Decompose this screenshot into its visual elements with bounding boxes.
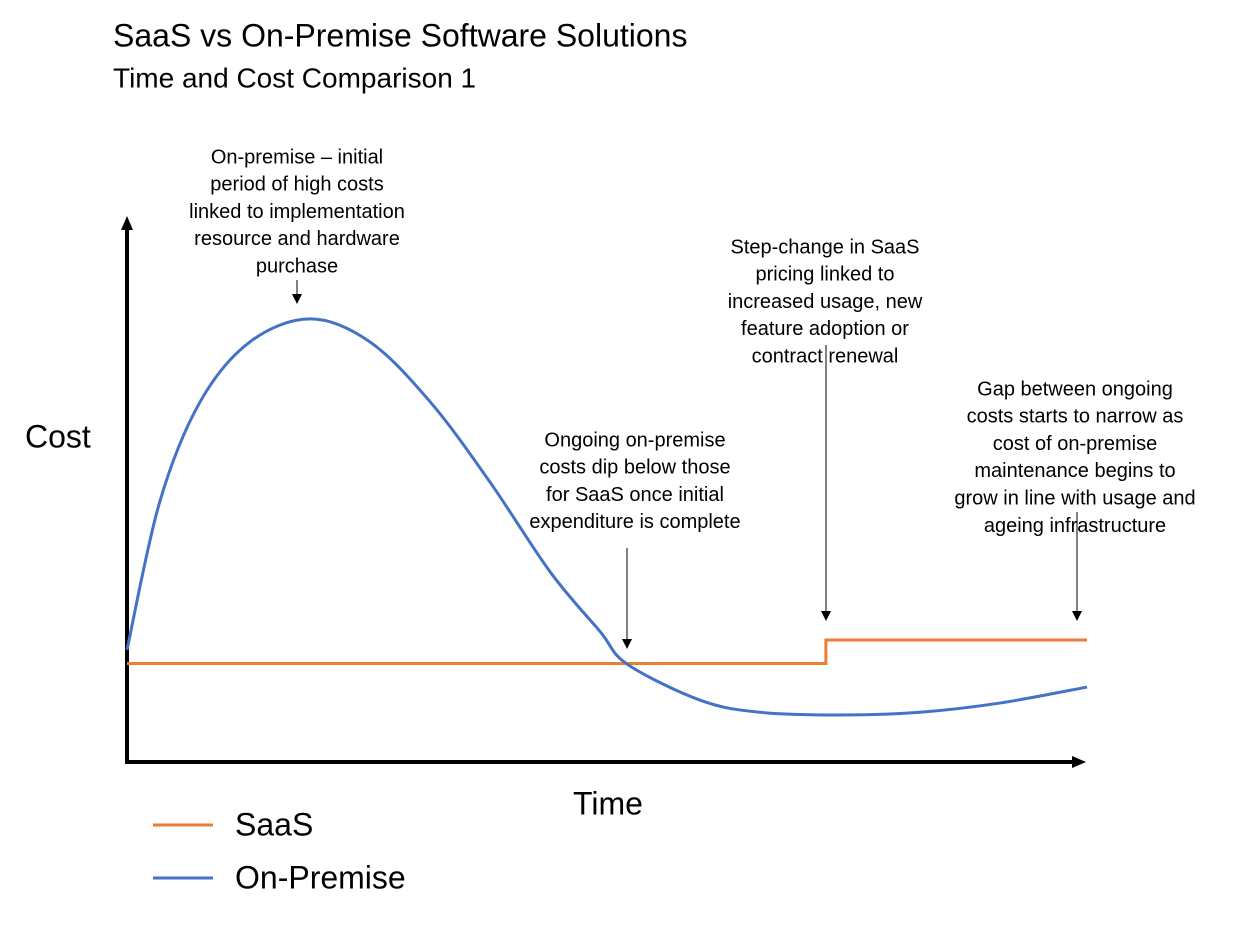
annotation-text: feature adoption or <box>741 318 909 340</box>
legend-label: On-Premise <box>235 859 406 895</box>
annotation-text: Step-change in SaaS <box>730 236 919 258</box>
annotation-text: increased usage, new <box>728 291 923 313</box>
legend-label: SaaS <box>235 806 313 842</box>
annotation-text: ageing infrastructure <box>984 515 1166 537</box>
annotation-text: expenditure is complete <box>529 511 740 533</box>
annotation-text: period of high costs <box>210 174 383 196</box>
y-axis-label: Cost <box>25 418 91 454</box>
chart-subtitle: Time and Cost Comparison 1 <box>113 62 476 93</box>
series-line <box>127 638 1087 666</box>
series-line <box>125 317 1088 717</box>
x-axis-label: Time <box>573 785 643 821</box>
annotation-text: cost of on-premise <box>993 433 1158 455</box>
annotation-text: costs starts to narrow as <box>967 406 1184 428</box>
annotation-text: linked to implementation <box>189 201 405 223</box>
annotation-text: for SaaS once initial <box>546 484 724 506</box>
annotation-text: contract renewal <box>752 345 899 367</box>
annotation-text: maintenance begins to <box>974 460 1175 482</box>
annotation-text: purchase <box>256 255 338 277</box>
annotation-text: costs dip below those <box>539 457 730 479</box>
annotation-text: Ongoing on-premise <box>544 429 725 451</box>
annotation-text: On-premise – initial <box>211 146 383 168</box>
annotation-text: pricing linked to <box>756 264 895 286</box>
annotation-text: resource and hardware <box>194 228 400 250</box>
chart-title: SaaS vs On-Premise Software Solutions <box>113 17 687 53</box>
annotation-text: Gap between ongoing <box>977 378 1173 400</box>
annotation-text: grow in line with usage and <box>954 487 1195 509</box>
